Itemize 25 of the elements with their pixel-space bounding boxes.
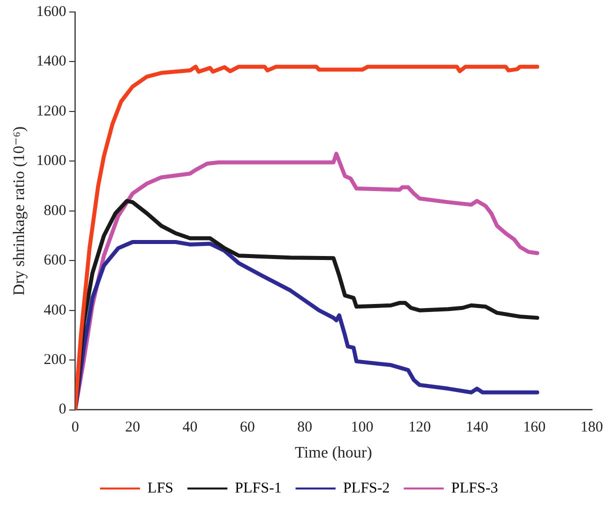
- x-tick-label: 160: [523, 420, 546, 436]
- x-tick-label: 20: [125, 420, 140, 436]
- x-tick-label: 100: [350, 420, 374, 436]
- x-tick-label: 0: [71, 420, 79, 436]
- y-tick-label: 400: [44, 302, 66, 318]
- x-tick-label: 40: [182, 420, 198, 436]
- y-tick-label: 800: [44, 202, 66, 219]
- y-tick-label: 1000: [36, 153, 66, 170]
- y-tick-label: 1600: [36, 4, 66, 20]
- y-axis-title: Dry shrinkage ratio (10⁻⁶): [10, 126, 28, 296]
- x-tick-label: 180: [580, 420, 603, 436]
- legend-label: LFS: [148, 480, 174, 496]
- legend-label: PLFS-3: [451, 480, 498, 496]
- x-tick-label: 120: [408, 420, 431, 436]
- y-tick-label: 1200: [36, 103, 66, 120]
- y-tick-label: 0: [58, 402, 66, 418]
- x-tick-label: 60: [240, 420, 255, 436]
- y-tick-label: 600: [44, 252, 66, 269]
- x-tick-label: 140: [466, 420, 488, 436]
- y-tick-label: 200: [44, 352, 66, 368]
- legend-label: PLFS-1: [234, 480, 282, 496]
- x-tick-label: 80: [297, 420, 312, 436]
- x-axis-title: Time (hour): [294, 444, 372, 462]
- legend-label: PLFS-2: [343, 480, 390, 496]
- y-tick-label: 1400: [36, 54, 66, 70]
